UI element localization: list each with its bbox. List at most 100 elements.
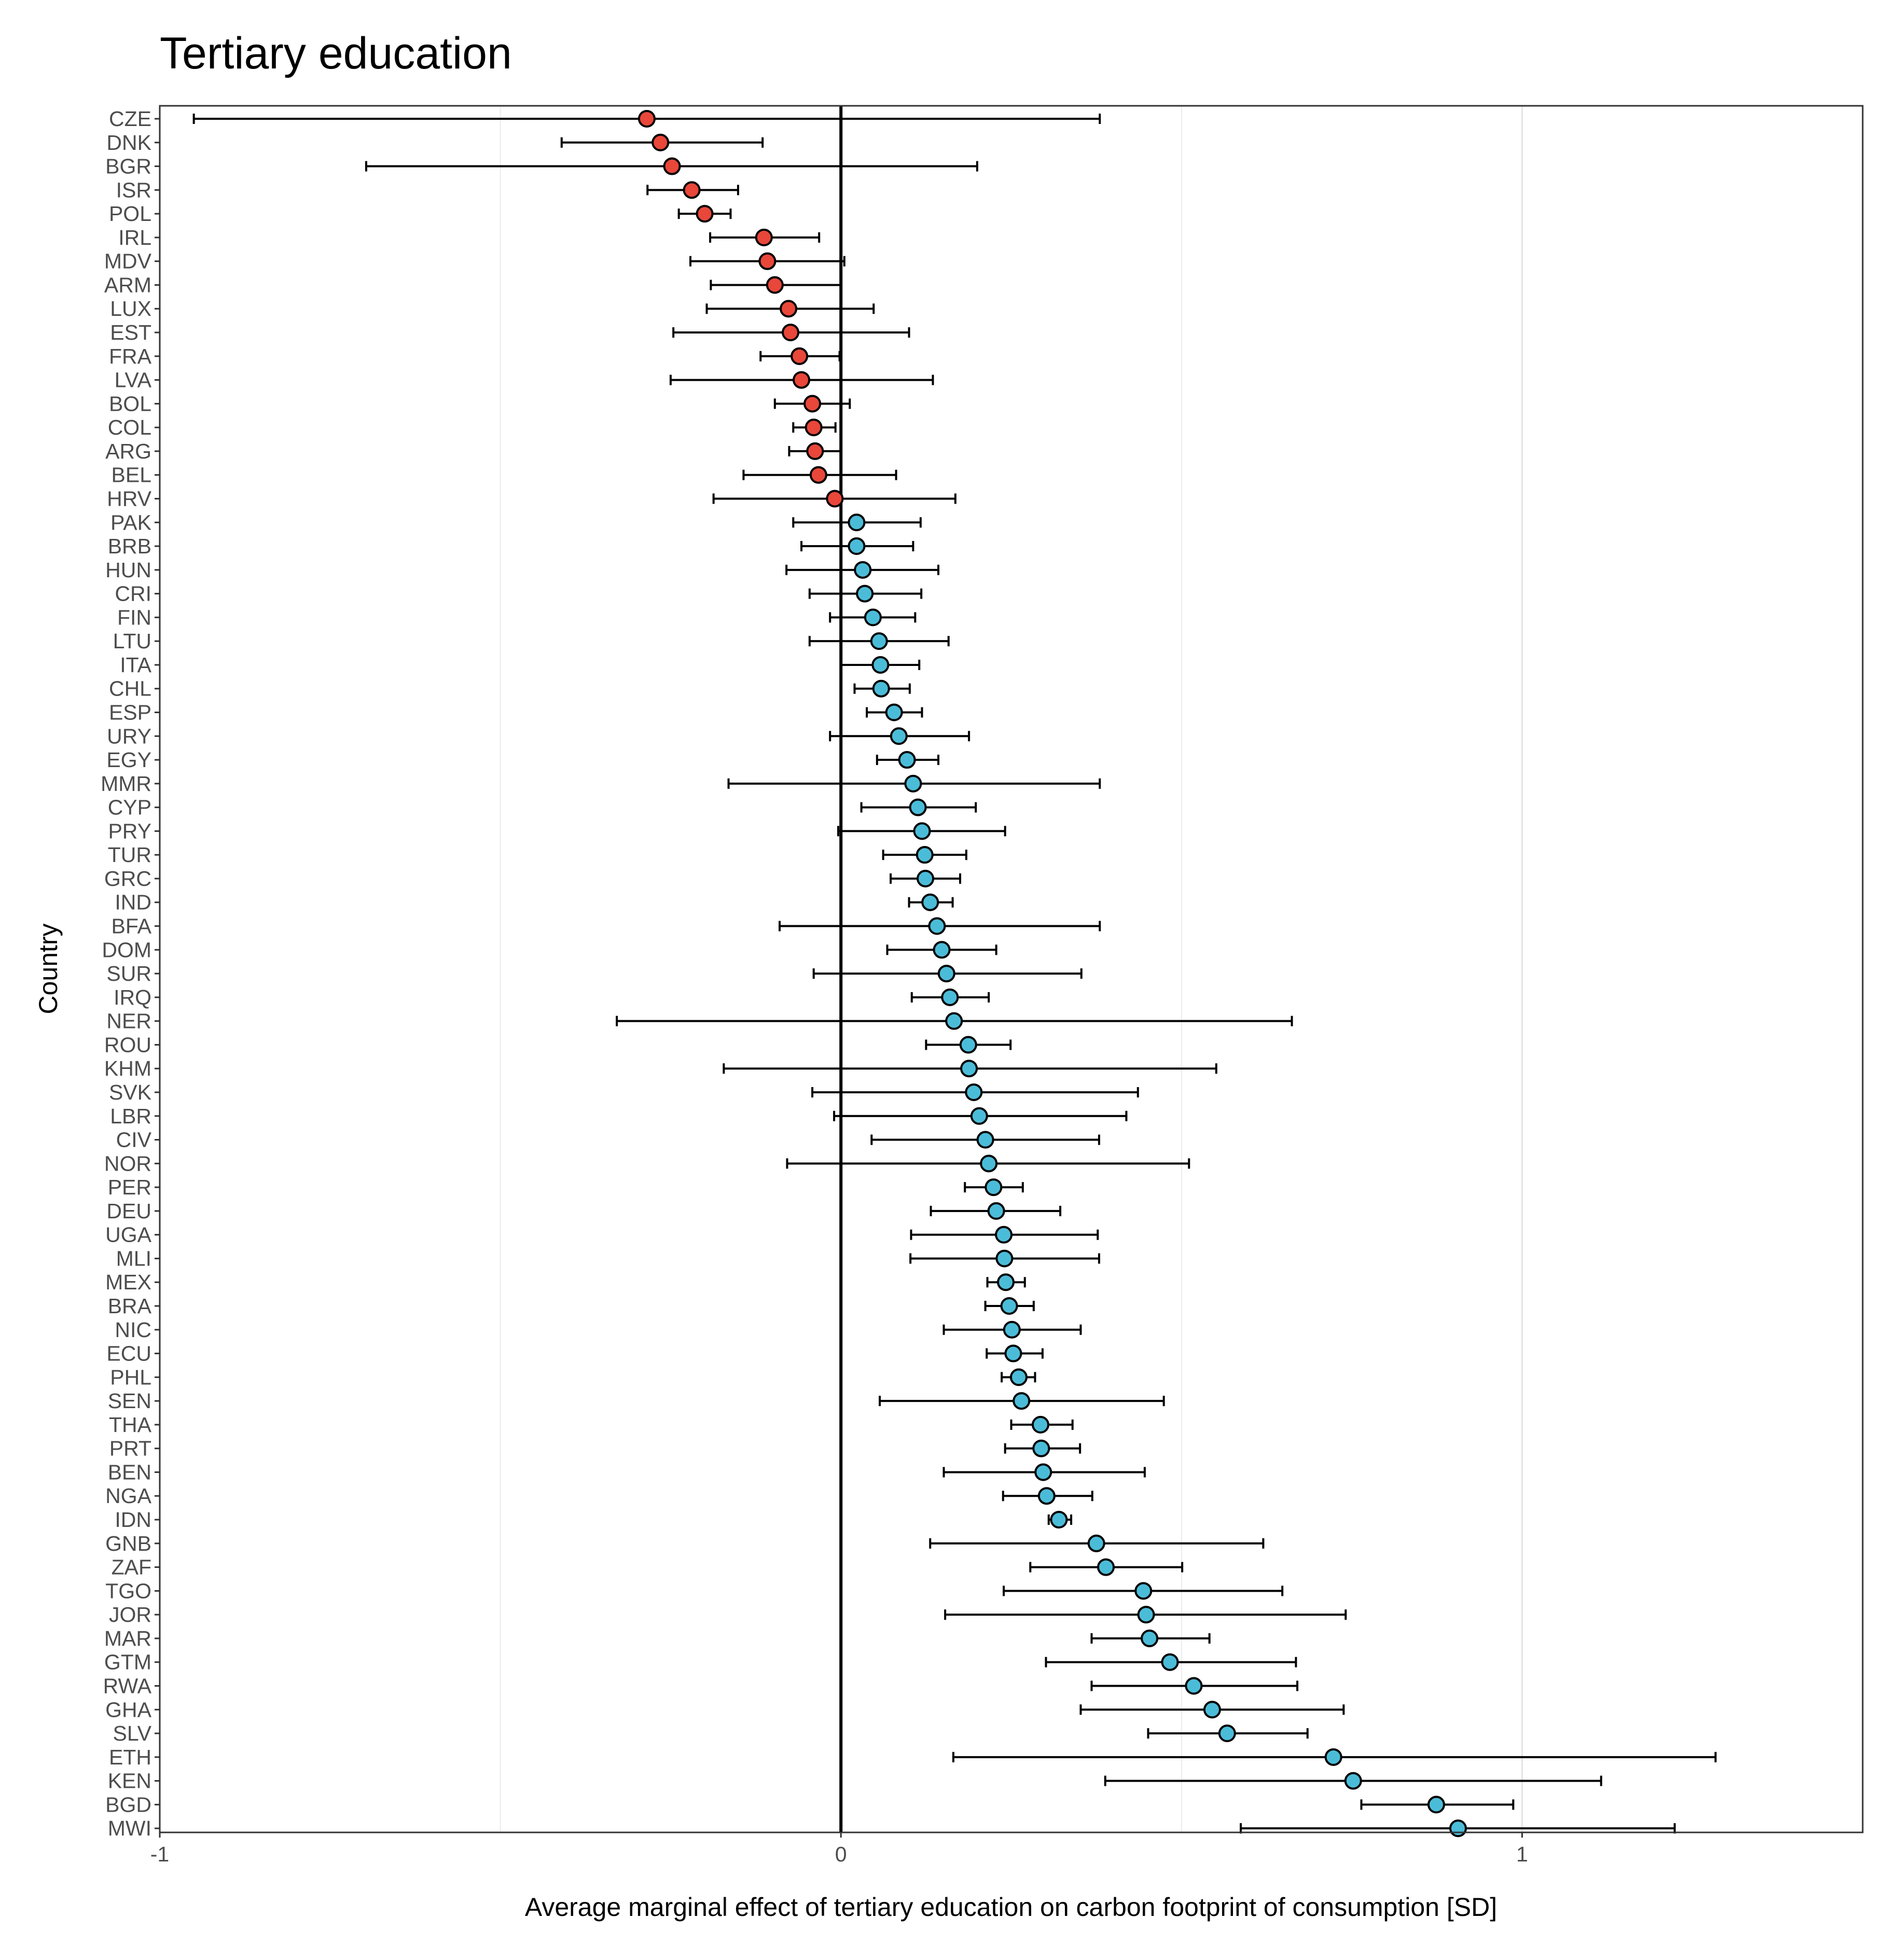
estimate-point (848, 537, 866, 555)
row-slv (1147, 1725, 1309, 1743)
row-ecu (986, 1344, 1044, 1363)
y-tick-label: CYP (108, 796, 151, 819)
estimate-point (1344, 1772, 1362, 1790)
y-tick-label: KEN (108, 1769, 151, 1793)
row-jor (944, 1606, 1347, 1624)
row-idn (1047, 1511, 1073, 1529)
row-arm (710, 276, 842, 294)
estimate-point (683, 181, 701, 199)
row-nic (942, 1320, 1082, 1339)
y-tick-label: PAK (110, 510, 151, 534)
estimate-point (916, 846, 934, 864)
y-tick-label: BEL (112, 463, 152, 487)
estimate-point (941, 988, 959, 1006)
row-irq (910, 988, 990, 1006)
y-tick-label: DEU (106, 1199, 151, 1223)
estimate-point (1004, 1344, 1022, 1363)
estimate-point (872, 679, 890, 698)
row-ltu (808, 632, 950, 650)
y-tick-label: IRL (118, 226, 151, 249)
y-tick-label: ISR (116, 178, 151, 202)
row-ben (942, 1463, 1146, 1481)
row-sen (879, 1392, 1165, 1410)
estimate-point (1161, 1653, 1179, 1671)
row-est (672, 324, 910, 342)
row-mmr (727, 774, 1101, 793)
row-lux (705, 300, 875, 318)
y-tick-label: ITA (120, 653, 151, 677)
y-tick-label: ZAF (112, 1555, 151, 1579)
data-marks (192, 110, 1717, 1838)
estimate-point (921, 893, 939, 911)
estimate-point (848, 513, 866, 532)
y-tick-label: POL (109, 202, 151, 226)
estimate-point (782, 324, 800, 342)
y-axis-title: Country (34, 923, 63, 1014)
row-cze (192, 110, 1101, 128)
y-tick-label: ARM (104, 273, 151, 297)
row-bra (984, 1297, 1035, 1315)
estimate-point (985, 1178, 1003, 1197)
row-zaf (1029, 1558, 1184, 1576)
row-grc (890, 869, 962, 887)
row-mdv (689, 252, 845, 270)
estimate-point (937, 965, 955, 983)
y-tick-label: IDN (115, 1508, 151, 1532)
estimate-point (909, 798, 927, 816)
y-tick-label: UGA (105, 1223, 152, 1247)
y-tick-label: CZE (109, 107, 151, 131)
row-tur (882, 846, 967, 864)
row-deu (930, 1202, 1062, 1220)
y-tick-label: BGD (105, 1792, 151, 1816)
y-tick-label: MMR (101, 772, 151, 796)
y-tick-label: NIC (115, 1318, 151, 1342)
y-tick-label: SLV (113, 1721, 152, 1745)
x-axis-title: Average marginal effect of tertiary educ… (525, 1893, 1497, 1922)
y-tick-label: BRB (108, 534, 151, 558)
estimate-point (652, 133, 670, 151)
estimate-point (856, 585, 874, 603)
y-tick-label: MLI (116, 1246, 151, 1270)
estimate-point (1003, 1320, 1021, 1339)
y-tick-label: TGO (105, 1579, 151, 1603)
estimate-point (755, 228, 773, 246)
y-tick-label: CHL (109, 677, 151, 701)
row-rou (925, 1036, 1012, 1054)
y-tick-label: BRA (108, 1294, 152, 1318)
row-bol (773, 395, 851, 413)
estimate-point (1000, 1297, 1018, 1315)
y-tick-label: LUX (110, 297, 151, 321)
y-tick-label: PER (108, 1175, 151, 1199)
row-pry (837, 822, 1006, 840)
y-tick-label: LTU (113, 629, 151, 653)
estimate-point (987, 1202, 1005, 1220)
estimate-point (970, 1107, 988, 1125)
y-tick-label: SEN (108, 1389, 151, 1413)
estimate-point (805, 419, 823, 437)
estimate-point (1034, 1463, 1052, 1481)
y-tick-label: ARG (105, 439, 151, 463)
row-nga (1002, 1487, 1093, 1505)
estimate-point (1097, 1558, 1115, 1576)
y-tick-label: NGA (105, 1484, 152, 1508)
row-mli (909, 1249, 1100, 1268)
row-gnb (929, 1534, 1265, 1552)
row-sur (812, 965, 1083, 983)
y-tick-label: SUR (106, 962, 151, 985)
plot-panel-border (159, 105, 1864, 1833)
estimate-point (1087, 1534, 1105, 1552)
estimate-point (890, 727, 908, 745)
estimate-point (1427, 1796, 1445, 1814)
estimate-point (904, 774, 922, 793)
y-tick-label: PHL (110, 1365, 151, 1389)
x-axis: -1 0 1 (150, 1832, 1528, 1866)
row-irl (709, 228, 821, 246)
estimate-point (803, 395, 822, 413)
estimate-point (996, 1273, 1015, 1291)
estimate-point (976, 1131, 994, 1149)
estimate-point (980, 1155, 998, 1173)
y-tick-label: EGY (106, 748, 151, 772)
estimate-point (1324, 1748, 1342, 1766)
row-gha (1079, 1701, 1345, 1719)
row-isr (646, 181, 739, 199)
